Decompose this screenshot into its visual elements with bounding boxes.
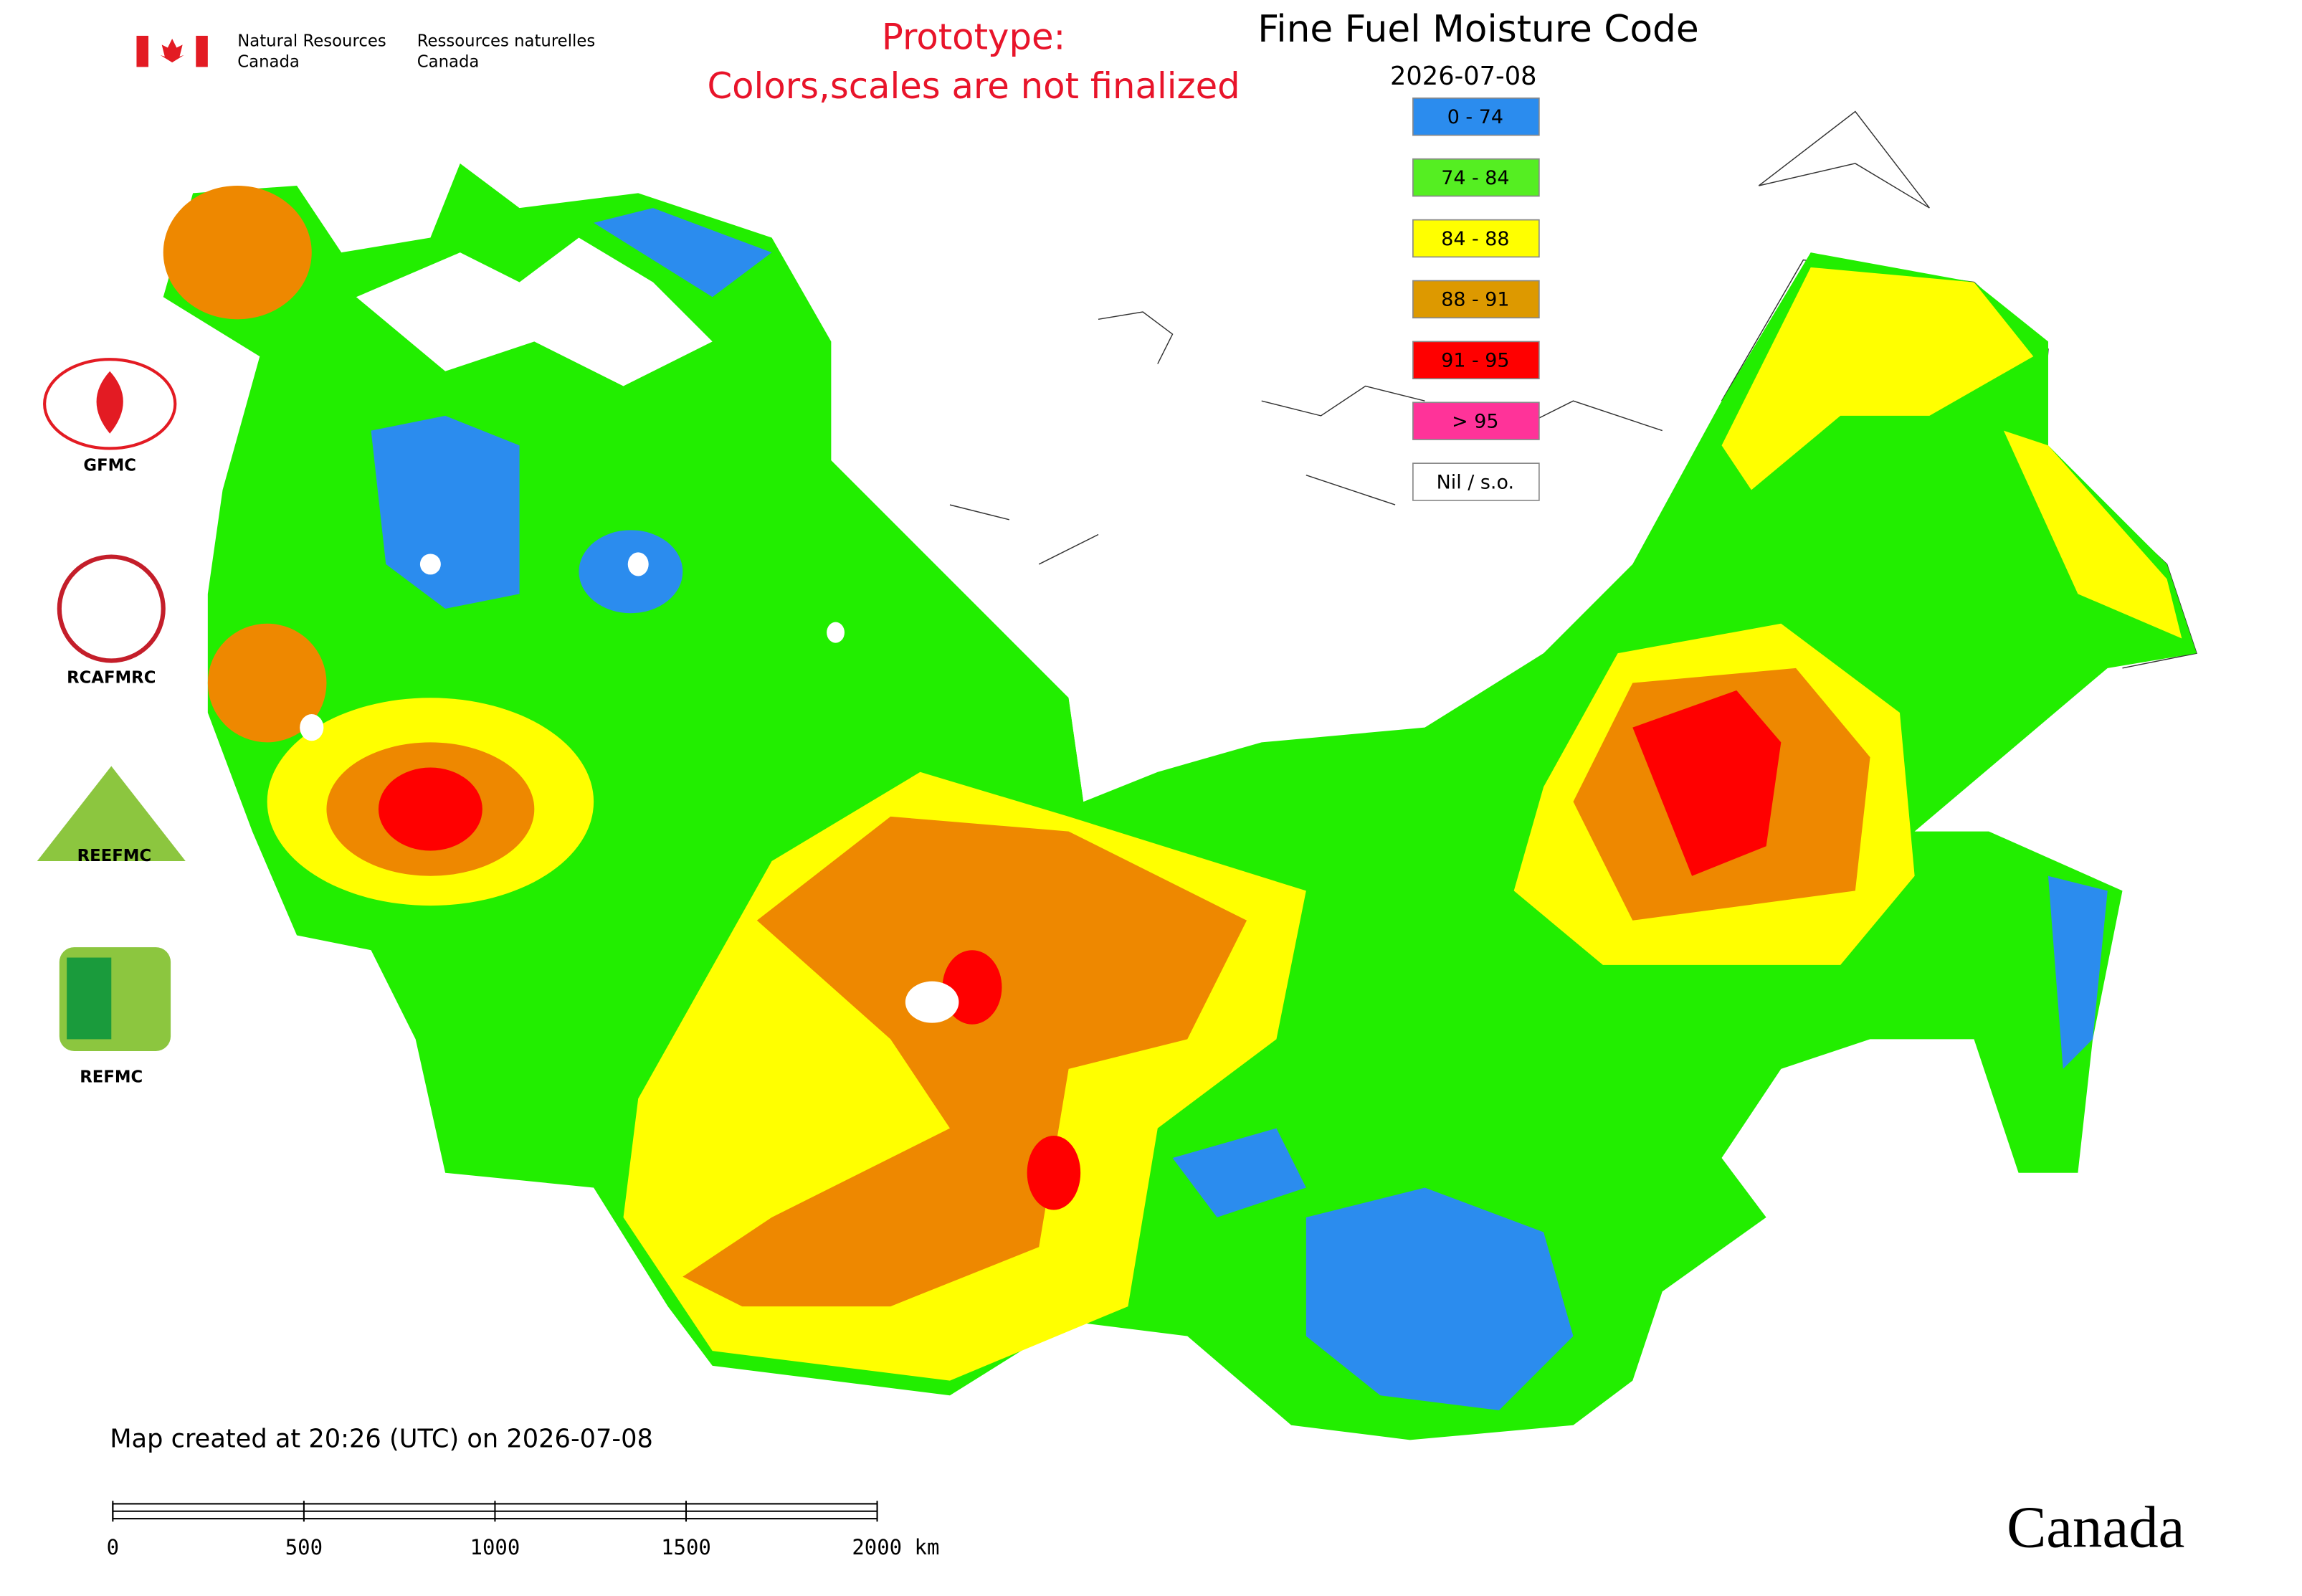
agency-en: Canada <box>237 52 300 71</box>
legend-label: 74 - 84 <box>1441 167 1509 189</box>
legend-label: 88 - 91 <box>1441 289 1509 311</box>
notice: Colors,scales are not finalized <box>707 65 1240 107</box>
legend-swatch <box>1412 462 1540 501</box>
legend-label: 91 - 95 <box>1441 350 1509 372</box>
legend-swatch <box>1412 219 1540 258</box>
scale-tick-label: 0 <box>107 1535 119 1559</box>
scale-tick-label: 500 <box>285 1535 323 1559</box>
agency-fr: Canada <box>417 52 480 71</box>
created-note: Map created at 20:26 (UTC) on 2026-07-08 <box>110 1425 653 1454</box>
wordmark: Canada <box>2007 1493 2184 1559</box>
title: Fine Fuel Moisture Code <box>1257 8 1699 51</box>
legend-label: Nil / s.o. <box>1437 471 1514 493</box>
scale-tick-label: 1000 <box>470 1535 520 1559</box>
legend-label: 84 - 88 <box>1441 228 1509 250</box>
logo-label: REEFMC <box>77 847 152 865</box>
legend-label: 0 - 74 <box>1447 106 1503 128</box>
agency-signature: Natural Resources Canada Ressources natu… <box>136 32 595 71</box>
scale-tick-label: 2000 km <box>852 1535 939 1559</box>
legend-swatch <box>1412 280 1540 319</box>
map-area <box>163 110 2197 1440</box>
legend-label: > 95 <box>1452 410 1498 432</box>
legend-swatch <box>1412 341 1540 379</box>
legend-swatch <box>1412 402 1540 440</box>
notice: Prototype: <box>882 16 1065 58</box>
legend-swatch <box>1412 98 1540 136</box>
logos: GFMC RCAFMRC REEFMC REFMC <box>37 358 186 1086</box>
scale-tick-label: 1500 <box>661 1535 711 1559</box>
date: 2026-07-08 <box>1390 62 1537 91</box>
agency-fr: Ressources naturelles <box>417 32 595 50</box>
legend: 0 - 74 74 - 84 84 - 88 88 - 91 91 - 95 > 95 Ni… <box>1412 98 1540 501</box>
agency-en: Natural Resources <box>237 32 386 50</box>
legend-swatch <box>1412 158 1540 197</box>
logo-label: GFMC <box>83 457 136 475</box>
logo-label: RCAFMRC <box>67 669 156 688</box>
logo-label: REFMC <box>80 1068 143 1086</box>
scale-bar: 0 500 1000 1500 2000 km <box>107 1501 939 1559</box>
